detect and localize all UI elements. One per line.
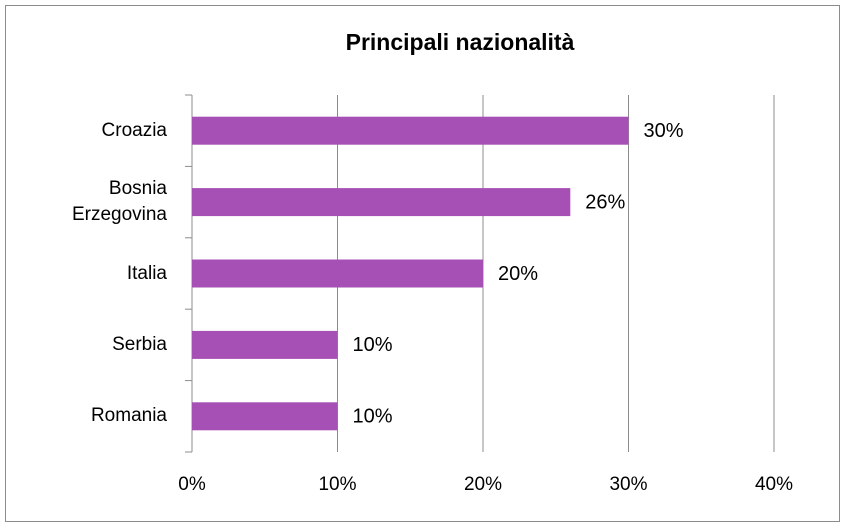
y-tick-label: Romania [90, 405, 167, 427]
y-tick-label: Croazia [101, 119, 167, 141]
x-tick-label: 20% [464, 474, 502, 495]
data-label: 20% [498, 263, 538, 285]
y-tick-label: Serbia [112, 333, 167, 355]
data-label: 10% [353, 334, 393, 356]
x-tick-label: 10% [318, 474, 356, 495]
data-label: 10% [353, 406, 393, 428]
bar [192, 259, 483, 288]
bar [192, 330, 338, 359]
bar [192, 116, 629, 145]
x-tick-label: 30% [609, 474, 647, 495]
y-tick-label: Bosnia Erzegovina [71, 178, 167, 226]
bar [192, 402, 338, 431]
x-tick-label: 0% [178, 474, 206, 495]
y-tick-label: Italia [126, 262, 167, 284]
chart-title: Principali nazionalità [346, 29, 575, 55]
x-tick-label: 40% [755, 474, 793, 495]
data-label: 30% [644, 120, 684, 142]
bar [192, 188, 571, 217]
data-label: 26% [585, 191, 625, 213]
